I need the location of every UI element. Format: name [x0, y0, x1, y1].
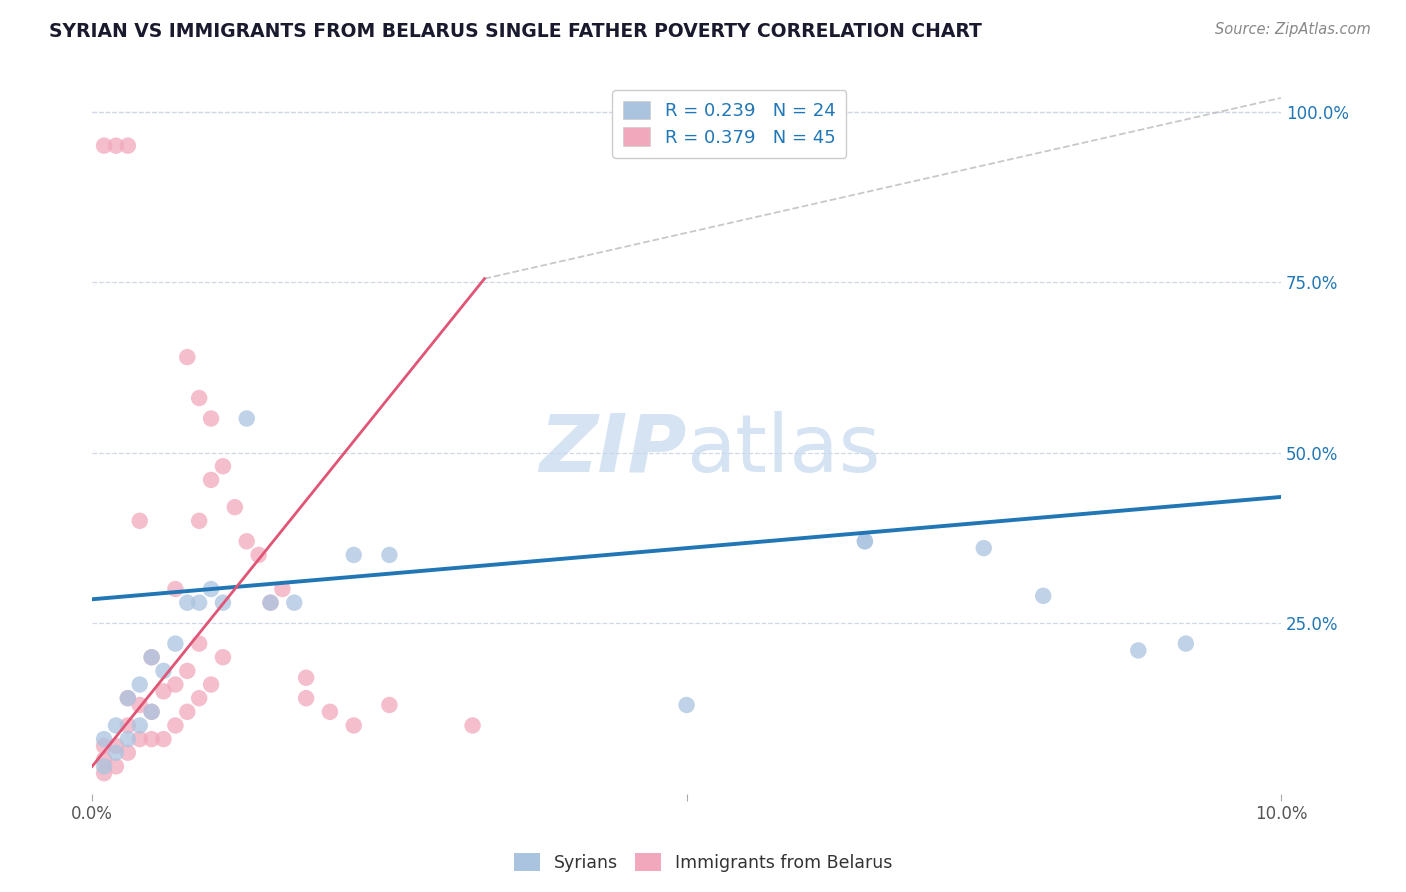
Point — [93, 138, 115, 153]
Point — [271, 582, 294, 596]
Point — [259, 596, 281, 610]
Point — [104, 746, 127, 760]
Point — [152, 684, 174, 698]
Point — [295, 691, 318, 706]
Text: ZIP: ZIP — [538, 411, 686, 489]
Text: Source: ZipAtlas.com: Source: ZipAtlas.com — [1215, 22, 1371, 37]
Point — [212, 459, 235, 474]
Point — [1174, 637, 1197, 651]
Text: atlas: atlas — [686, 411, 882, 489]
Point — [117, 732, 139, 747]
Point — [93, 753, 115, 767]
Point — [212, 650, 235, 665]
Point — [200, 677, 222, 691]
Point — [188, 637, 211, 651]
Point — [176, 705, 198, 719]
Point — [128, 718, 150, 732]
Point — [165, 582, 187, 596]
Point — [152, 664, 174, 678]
Point — [1032, 589, 1054, 603]
Point — [117, 691, 139, 706]
Point — [259, 596, 281, 610]
Point — [128, 514, 150, 528]
Point — [973, 541, 995, 555]
Point — [176, 596, 198, 610]
Point — [212, 596, 235, 610]
Point — [93, 759, 115, 773]
Point — [141, 705, 163, 719]
Point — [343, 718, 366, 732]
Point — [283, 596, 305, 610]
Point — [141, 705, 163, 719]
Point — [141, 650, 163, 665]
Point — [117, 138, 139, 153]
Point — [378, 548, 401, 562]
Point — [200, 473, 222, 487]
Point — [117, 718, 139, 732]
Point — [117, 691, 139, 706]
Point — [128, 677, 150, 691]
Point — [93, 766, 115, 780]
Point — [176, 664, 198, 678]
Point — [188, 514, 211, 528]
Point — [188, 391, 211, 405]
Point — [176, 350, 198, 364]
Point — [188, 596, 211, 610]
Point — [188, 691, 211, 706]
Point — [165, 637, 187, 651]
Text: SYRIAN VS IMMIGRANTS FROM BELARUS SINGLE FATHER POVERTY CORRELATION CHART: SYRIAN VS IMMIGRANTS FROM BELARUS SINGLE… — [49, 22, 981, 41]
Point — [104, 739, 127, 753]
Point — [93, 739, 115, 753]
Point — [247, 548, 270, 562]
Point — [319, 705, 342, 719]
Point — [853, 534, 876, 549]
Legend: Syrians, Immigrants from Belarus: Syrians, Immigrants from Belarus — [506, 847, 900, 879]
Point — [378, 698, 401, 712]
Point — [853, 534, 876, 549]
Point — [117, 746, 139, 760]
Point — [104, 718, 127, 732]
Point — [141, 650, 163, 665]
Point — [200, 582, 222, 596]
Point — [104, 759, 127, 773]
Point — [461, 718, 484, 732]
Point — [675, 698, 697, 712]
Point — [93, 732, 115, 747]
Point — [165, 718, 187, 732]
Point — [235, 411, 257, 425]
Point — [1128, 643, 1150, 657]
Point — [165, 677, 187, 691]
Point — [235, 534, 257, 549]
Point — [128, 732, 150, 747]
Point — [104, 138, 127, 153]
Legend: R = 0.239   N = 24, R = 0.379   N = 45: R = 0.239 N = 24, R = 0.379 N = 45 — [613, 90, 846, 158]
Point — [152, 732, 174, 747]
Point — [224, 500, 246, 515]
Point — [141, 732, 163, 747]
Point — [128, 698, 150, 712]
Point — [343, 548, 366, 562]
Point — [295, 671, 318, 685]
Point — [200, 411, 222, 425]
